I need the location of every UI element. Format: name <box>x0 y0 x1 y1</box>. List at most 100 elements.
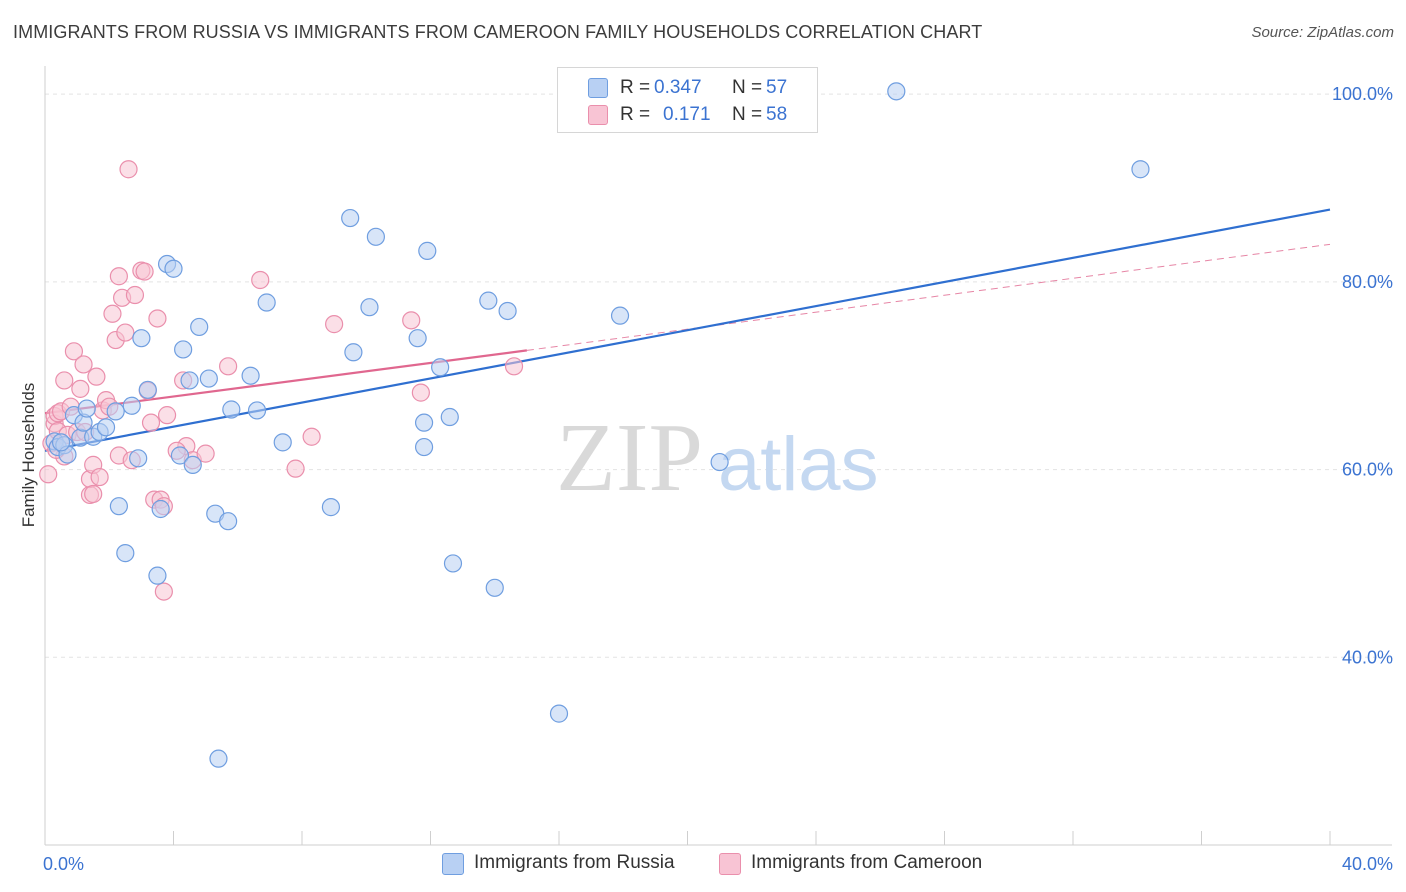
point-cameroon <box>504 357 524 376</box>
point-russia <box>247 401 267 420</box>
point-russia <box>180 371 199 390</box>
legend-r-label: R = <box>620 77 651 98</box>
watermark: ZIP atlas <box>556 404 879 512</box>
point-russia <box>129 449 148 468</box>
point-cameroon <box>302 427 321 446</box>
x-tick-label: 0.0% <box>43 854 84 874</box>
y-tick-label: 100.0% <box>1332 84 1393 104</box>
point-cameroon <box>84 484 103 504</box>
legend-swatch-cameroon <box>588 105 608 125</box>
series-legend: Immigrants from Russia Immigrants from C… <box>0 852 1406 876</box>
point-cameroon <box>90 467 109 487</box>
legend-swatch-russia <box>588 78 608 98</box>
point-russia <box>273 433 292 452</box>
point-cameroon <box>64 342 84 361</box>
legend-n-value-russia: 57 <box>766 77 788 98</box>
point-cameroon <box>109 267 128 286</box>
watermark-atlas: atlas <box>718 422 879 507</box>
point-russia <box>549 704 569 723</box>
point-russia <box>170 446 190 465</box>
point-cameroon <box>411 383 430 402</box>
point-russia <box>51 433 71 452</box>
trend-line-cameroon-extended <box>526 243 1331 351</box>
point-russia <box>257 293 276 312</box>
legend-swatch-russia <box>442 853 464 875</box>
point-russia <box>360 298 379 317</box>
legend-n-label: N = <box>732 77 763 98</box>
y-tick-label: 60.0% <box>1342 460 1393 480</box>
point-cameroon <box>119 160 138 179</box>
point-russia <box>138 380 157 399</box>
point-russia <box>241 366 260 385</box>
series-cameroon-points <box>39 160 524 601</box>
chart-title: IMMIGRANTS FROM RUSSIA VS IMMIGRANTS FRO… <box>13 22 983 42</box>
tick-labels: 40.0% 60.0% 80.0% 100.0% 0.0% 40.0% <box>43 84 1393 874</box>
point-cameroon <box>141 413 161 432</box>
legend-label-russia: Immigrants from Russia <box>474 852 675 873</box>
point-cameroon <box>196 444 215 463</box>
point-cameroon <box>219 357 238 376</box>
legend-r-value-cameroon: 0.171 <box>663 104 711 125</box>
point-russia <box>209 749 228 768</box>
y-tick-label: 40.0% <box>1342 647 1393 667</box>
point-cameroon <box>135 262 154 281</box>
point-russia <box>148 566 167 585</box>
point-russia <box>1131 160 1150 179</box>
point-cameroon <box>116 323 135 342</box>
point-russia <box>341 208 360 228</box>
point-russia <box>440 407 459 427</box>
series-russia-points <box>45 82 1150 768</box>
point-cameroon <box>55 371 74 390</box>
point-cameroon <box>402 311 421 330</box>
point-russia <box>443 554 463 573</box>
point-russia <box>222 400 241 419</box>
point-russia <box>414 413 434 432</box>
point-russia <box>321 498 341 517</box>
source-label: Source: ZipAtlas.com <box>1251 24 1394 41</box>
point-russia <box>183 455 202 474</box>
point-cameroon <box>125 285 145 305</box>
point-cameroon <box>251 270 270 290</box>
point-russia <box>77 399 96 418</box>
point-russia <box>485 578 504 597</box>
point-russia <box>408 329 427 348</box>
point-russia <box>498 301 517 321</box>
point-russia <box>164 259 183 278</box>
legend-n-label: N = <box>732 104 763 125</box>
point-cameroon <box>325 315 344 334</box>
point-cameroon <box>157 406 177 425</box>
point-russia <box>366 227 385 246</box>
point-russia <box>418 241 437 260</box>
stats-legend: R = 0.347 N = 57 R = 0.171 N = 58 <box>557 67 818 133</box>
point-russia <box>479 291 498 310</box>
legend-r-label: R = <box>620 104 651 125</box>
point-russia <box>414 437 434 457</box>
legend-swatch-cameroon <box>719 853 741 875</box>
point-cameroon <box>71 379 90 398</box>
point-russia <box>132 329 151 348</box>
point-russia <box>109 497 128 516</box>
point-cameroon <box>39 465 58 484</box>
watermark-zip: ZIP <box>556 404 703 512</box>
point-russia <box>106 402 125 421</box>
point-cameroon <box>148 309 167 328</box>
point-russia <box>610 306 630 325</box>
point-russia <box>190 317 209 337</box>
point-russia <box>710 452 729 472</box>
point-cameroon <box>74 355 93 374</box>
point-russia <box>219 512 238 531</box>
legend-r-value-russia: 0.347 <box>654 77 702 98</box>
y-tick-label: 80.0% <box>1342 272 1393 292</box>
x-tick-label: 40.0% <box>1342 854 1393 874</box>
point-cameroon <box>87 367 106 386</box>
point-russia <box>344 343 363 362</box>
point-russia <box>122 396 141 415</box>
point-cameroon <box>286 459 305 478</box>
legend-label-cameroon: Immigrants from Cameroon <box>751 852 983 873</box>
point-russia <box>431 358 450 377</box>
point-russia <box>96 418 116 437</box>
point-russia <box>174 340 193 359</box>
point-russia <box>116 544 135 563</box>
point-cameroon <box>103 304 122 323</box>
